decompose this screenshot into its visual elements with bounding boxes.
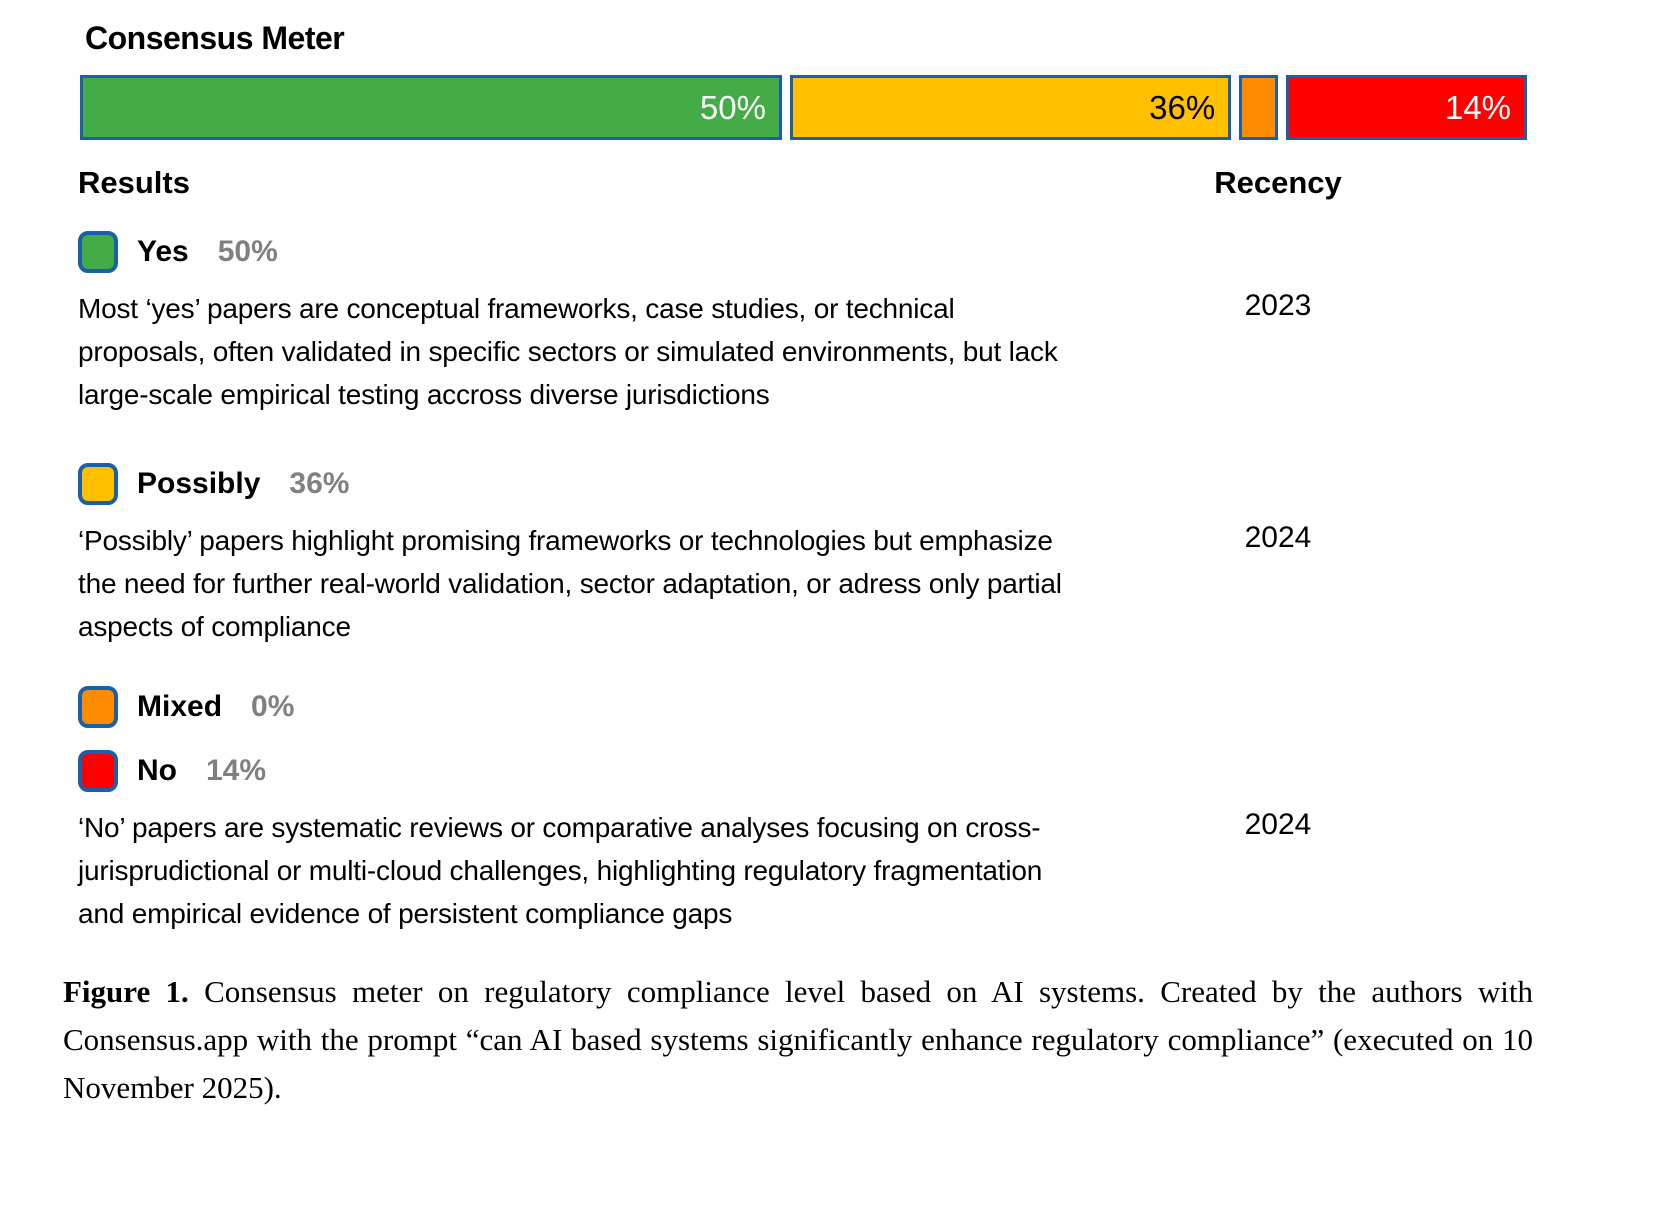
- legend-label-possibly: Possibly: [137, 467, 261, 500]
- meter-segment-no: 14%: [1286, 75, 1528, 140]
- legend-pct-possibly: 36%: [289, 467, 350, 500]
- consensus-meter-bar: 50% 36% 14%: [80, 75, 1528, 140]
- description-no: ‘No’ papers are systematic reviews or co…: [78, 812, 1043, 929]
- segment-no-value-label: 14%: [1444, 88, 1512, 126]
- results-column-header: Results: [78, 165, 190, 200]
- legend-pct-yes: 50%: [217, 235, 278, 268]
- possibly-color-swatch-icon: [78, 463, 118, 505]
- legend-label-mixed: Mixed: [137, 690, 223, 723]
- legend-row-yes: Yes 50%: [78, 231, 1506, 273]
- figure-caption: Figure 1. Consensus meter on regulatory …: [63, 968, 1533, 1112]
- description-row-possibly: ‘Possibly’ papers highlight promising fr…: [78, 519, 1506, 648]
- meter-segment-possibly: 36%: [789, 75, 1232, 140]
- meter-segment-yes: 50%: [80, 75, 782, 140]
- no-color-swatch-icon: [78, 750, 118, 792]
- legend-row-no: No 14%: [78, 750, 1506, 792]
- yes-color-swatch-icon: [78, 231, 118, 273]
- recency-year-no: 2024: [1244, 808, 1312, 841]
- description-row-no: ‘No’ papers are systematic reviews or co…: [78, 806, 1506, 935]
- segment-possibly-value-label: 36%: [1149, 88, 1216, 126]
- mixed-color-swatch-icon: [78, 686, 118, 728]
- legend-row-possibly: Possibly 36%: [78, 463, 1506, 505]
- legend-table: Results Recency Yes 50% Most ‘yes’ paper…: [78, 165, 1506, 935]
- description-possibly: ‘Possibly’ papers highlight promising fr…: [78, 525, 1062, 642]
- legend-row-mixed: Mixed 0%: [78, 686, 1506, 728]
- segment-yes-value-label: 50%: [699, 88, 766, 126]
- description-row-yes: Most ‘yes’ papers are conceptual framewo…: [78, 287, 1506, 416]
- meter-title: Consensus Meter: [85, 20, 345, 56]
- meter-segment-mixed: [1239, 75, 1279, 140]
- recency-year-possibly: 2024: [1244, 521, 1312, 554]
- legend-pct-no: 14%: [206, 754, 267, 787]
- column-headers-row: Results Recency: [78, 165, 1506, 201]
- recency-year-yes: 2023: [1244, 289, 1312, 322]
- recency-column-header: Recency: [1214, 165, 1342, 200]
- legend-pct-mixed: 0%: [251, 690, 295, 723]
- description-yes: Most ‘yes’ papers are conceptual framewo…: [78, 293, 1058, 410]
- legend-label-yes: Yes: [137, 235, 189, 268]
- figure-caption-label: Figure 1.: [63, 974, 189, 1009]
- figure-caption-text: Consensus meter on regulatory compliance…: [63, 974, 1534, 1105]
- legend-label-no: No: [137, 754, 177, 787]
